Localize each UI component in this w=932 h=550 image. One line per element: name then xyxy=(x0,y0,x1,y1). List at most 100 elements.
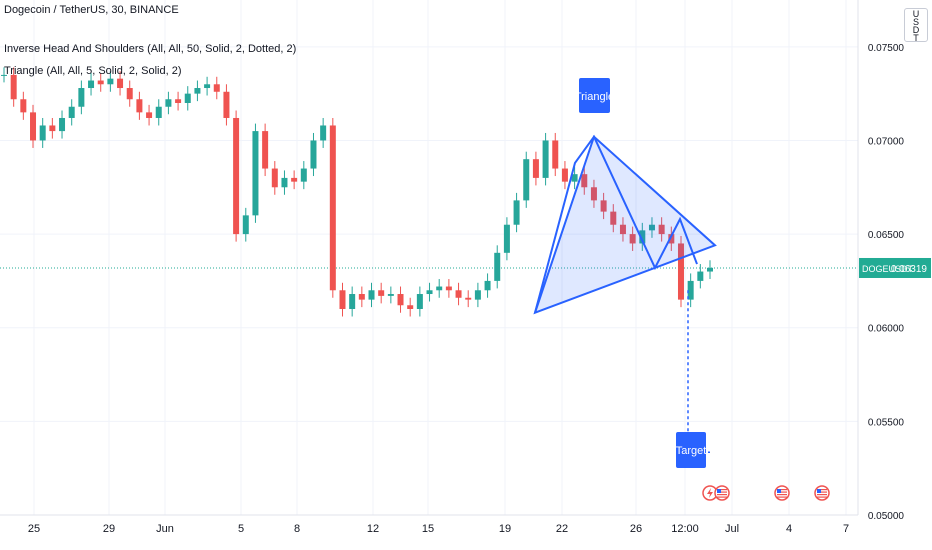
x-tick-label: Jul xyxy=(725,523,739,535)
candle-body xyxy=(49,125,56,132)
candle-body xyxy=(648,224,655,231)
candle-body xyxy=(474,290,481,300)
candle-body xyxy=(165,99,172,107)
candle-body xyxy=(233,117,240,235)
candle-body xyxy=(349,294,356,309)
candle-body xyxy=(97,80,104,85)
candle-body xyxy=(668,234,675,244)
candle-body xyxy=(146,112,153,118)
candle-body xyxy=(484,280,491,291)
candle-body xyxy=(194,88,201,94)
candle-body xyxy=(629,234,636,244)
candle-body xyxy=(687,280,694,300)
candlestick-series xyxy=(1,67,713,317)
price-axis: 0.07500 0.07000 0.06500 0.06000 0.05500 0.050… xyxy=(857,0,905,522)
y-tick-label: 0.07500 xyxy=(868,43,905,54)
candle-body xyxy=(639,230,646,244)
candle-body xyxy=(126,88,133,100)
candle-body xyxy=(88,80,95,89)
candle-body xyxy=(339,290,346,309)
triangle-shape xyxy=(533,134,717,315)
candle-body xyxy=(10,74,17,100)
price-tag-value: 0.06319 xyxy=(891,264,928,275)
target-label: Target xyxy=(676,445,707,457)
x-tick-label: 22 xyxy=(556,523,568,535)
us-flag-event-icon[interactable] xyxy=(814,485,830,501)
chart-title: Dogecoin / TetherUS, 30, BINANCE xyxy=(4,4,179,16)
candle-body xyxy=(78,88,85,107)
candle-body xyxy=(455,290,462,298)
candle-body xyxy=(561,168,568,182)
candle-body xyxy=(242,215,249,235)
x-tick-label: 25 xyxy=(28,523,40,535)
event-icons xyxy=(702,485,830,501)
candle-body xyxy=(59,117,66,132)
candle-body xyxy=(532,159,539,178)
y-tick-label: 0.05500 xyxy=(868,417,905,428)
flag-stripe xyxy=(777,496,787,498)
flag-stripe xyxy=(777,491,787,493)
x-tick-label: 7 xyxy=(843,523,849,535)
candle-body xyxy=(368,290,375,300)
y-tick-label: 0.06500 xyxy=(868,230,905,241)
candle-body xyxy=(213,84,220,92)
candle-body xyxy=(310,140,317,169)
candle-body xyxy=(262,131,269,169)
candle-body xyxy=(68,106,75,118)
candle-body xyxy=(1,74,7,76)
candle-body xyxy=(590,187,597,201)
x-tick-label: 29 xyxy=(103,523,115,535)
time-axis: 25 29 Jun 5 8 12 15 19 22 26 12:00 Jul 4 7 xyxy=(0,514,858,535)
candle-body xyxy=(320,125,327,141)
x-tick-label: 19 xyxy=(499,523,511,535)
candle-body xyxy=(571,174,578,182)
flag-canton xyxy=(717,489,721,493)
triangle-pattern xyxy=(533,134,717,454)
flag-stripe xyxy=(717,496,727,498)
candle-body xyxy=(697,271,704,281)
candle-body xyxy=(204,84,211,89)
candle-body xyxy=(445,286,452,291)
x-tick-label: 8 xyxy=(294,523,300,535)
x-tick-label: 12 xyxy=(367,523,379,535)
candle-body xyxy=(107,78,114,85)
x-tick-label: 15 xyxy=(422,523,434,535)
candle-body xyxy=(494,252,501,281)
us-flag-event-icon[interactable] xyxy=(774,485,790,501)
candle-body xyxy=(155,106,162,118)
x-tick-label: 5 xyxy=(238,523,244,535)
y-tick-label: 0.06000 xyxy=(868,324,905,335)
candle-body xyxy=(677,243,684,300)
candle-body xyxy=(426,290,433,295)
candle-body xyxy=(552,140,559,169)
flag-stripe xyxy=(817,494,827,496)
candle-body xyxy=(136,99,143,113)
indicator-triangle[interactable]: Triangle (All, All, 5, Solid, 2, Solid, … xyxy=(4,65,182,77)
candle-body xyxy=(619,224,626,235)
candle-body xyxy=(378,290,385,296)
candle-body xyxy=(436,286,443,291)
candle-body xyxy=(397,294,404,306)
x-tick-label: 4 xyxy=(786,523,792,535)
flag-stripe xyxy=(717,491,727,493)
triangle-label-box xyxy=(579,78,610,113)
x-tick-label: 12:00 xyxy=(671,523,699,535)
candle-body xyxy=(465,297,472,300)
triangle-zigzag xyxy=(534,134,698,314)
candle-body xyxy=(329,125,336,291)
candle-body xyxy=(658,224,665,235)
candle-body xyxy=(610,211,617,225)
lightning-shape xyxy=(707,488,713,498)
candle-body xyxy=(503,224,510,253)
candle-body xyxy=(175,99,182,103)
candle-body xyxy=(513,200,520,225)
candle-body xyxy=(39,125,46,141)
candle-body xyxy=(523,159,530,201)
indicator-inverse-head-and-shoulders[interactable]: Inverse Head And Shoulders (All, All, 50… xyxy=(4,43,297,55)
currency-unit-button[interactable]: USDT xyxy=(904,8,928,42)
candle-body xyxy=(581,174,588,188)
us-flag-event-icon[interactable] xyxy=(714,485,730,501)
candle-body xyxy=(600,200,607,212)
